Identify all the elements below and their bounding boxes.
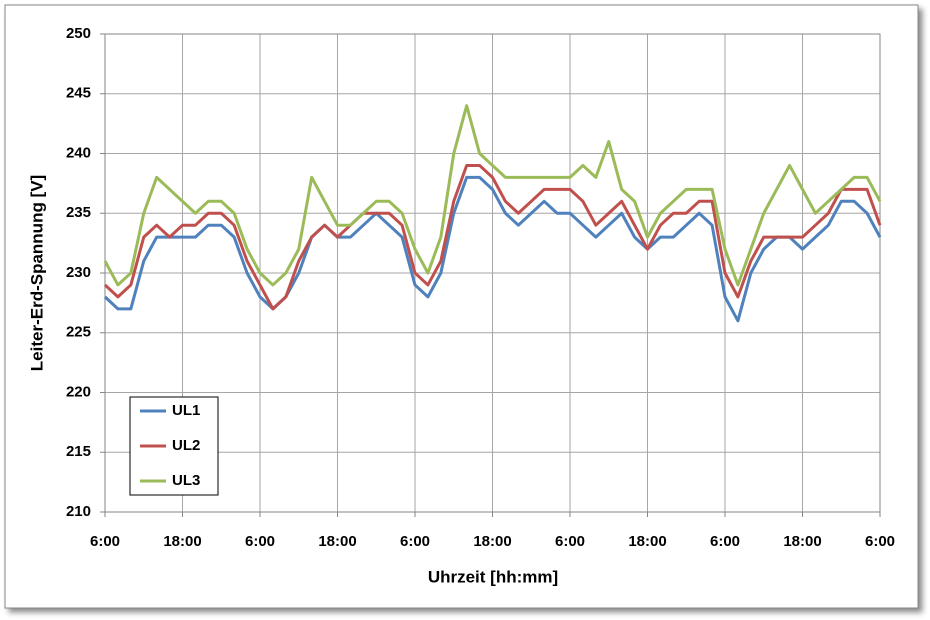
y-tick-label: 210	[66, 503, 91, 520]
legend-label: UL3	[172, 472, 200, 489]
x-axis-title: Uhrzeit [hh:mm]	[428, 567, 558, 586]
x-tick-label: 6:00	[245, 533, 275, 550]
legend-label: UL2	[172, 437, 200, 454]
legend-label: UL1	[172, 402, 200, 419]
y-tick-label: 230	[66, 264, 91, 281]
y-tick-label: 220	[66, 383, 91, 400]
x-tick-label: 18:00	[163, 533, 201, 550]
y-tick-label: 225	[66, 324, 91, 341]
series-line	[103, 104, 882, 287]
x-tick-label: 6:00	[865, 533, 895, 550]
y-tick-label: 235	[66, 204, 91, 221]
x-tick-label: 6:00	[90, 533, 120, 550]
plot-border	[104, 33, 881, 513]
x-tick-label: 18:00	[628, 533, 666, 550]
series-line	[103, 163, 882, 311]
y-tick-label: 215	[66, 443, 91, 460]
y-tick-label: 245	[66, 85, 91, 102]
y-tick-label: 250	[66, 25, 91, 42]
x-tick-label: 18:00	[783, 533, 821, 550]
y-axis-title: Leiter-Erd-Spannung [V]	[27, 175, 46, 371]
x-tick-label: 6:00	[555, 533, 585, 550]
x-tick-label: 6:00	[400, 533, 430, 550]
y-tick-label: 240	[66, 144, 91, 161]
x-tick-label: 18:00	[473, 533, 511, 550]
series-line	[103, 175, 882, 323]
x-tick-label: 6:00	[710, 533, 740, 550]
x-tick-label: 18:00	[318, 533, 356, 550]
